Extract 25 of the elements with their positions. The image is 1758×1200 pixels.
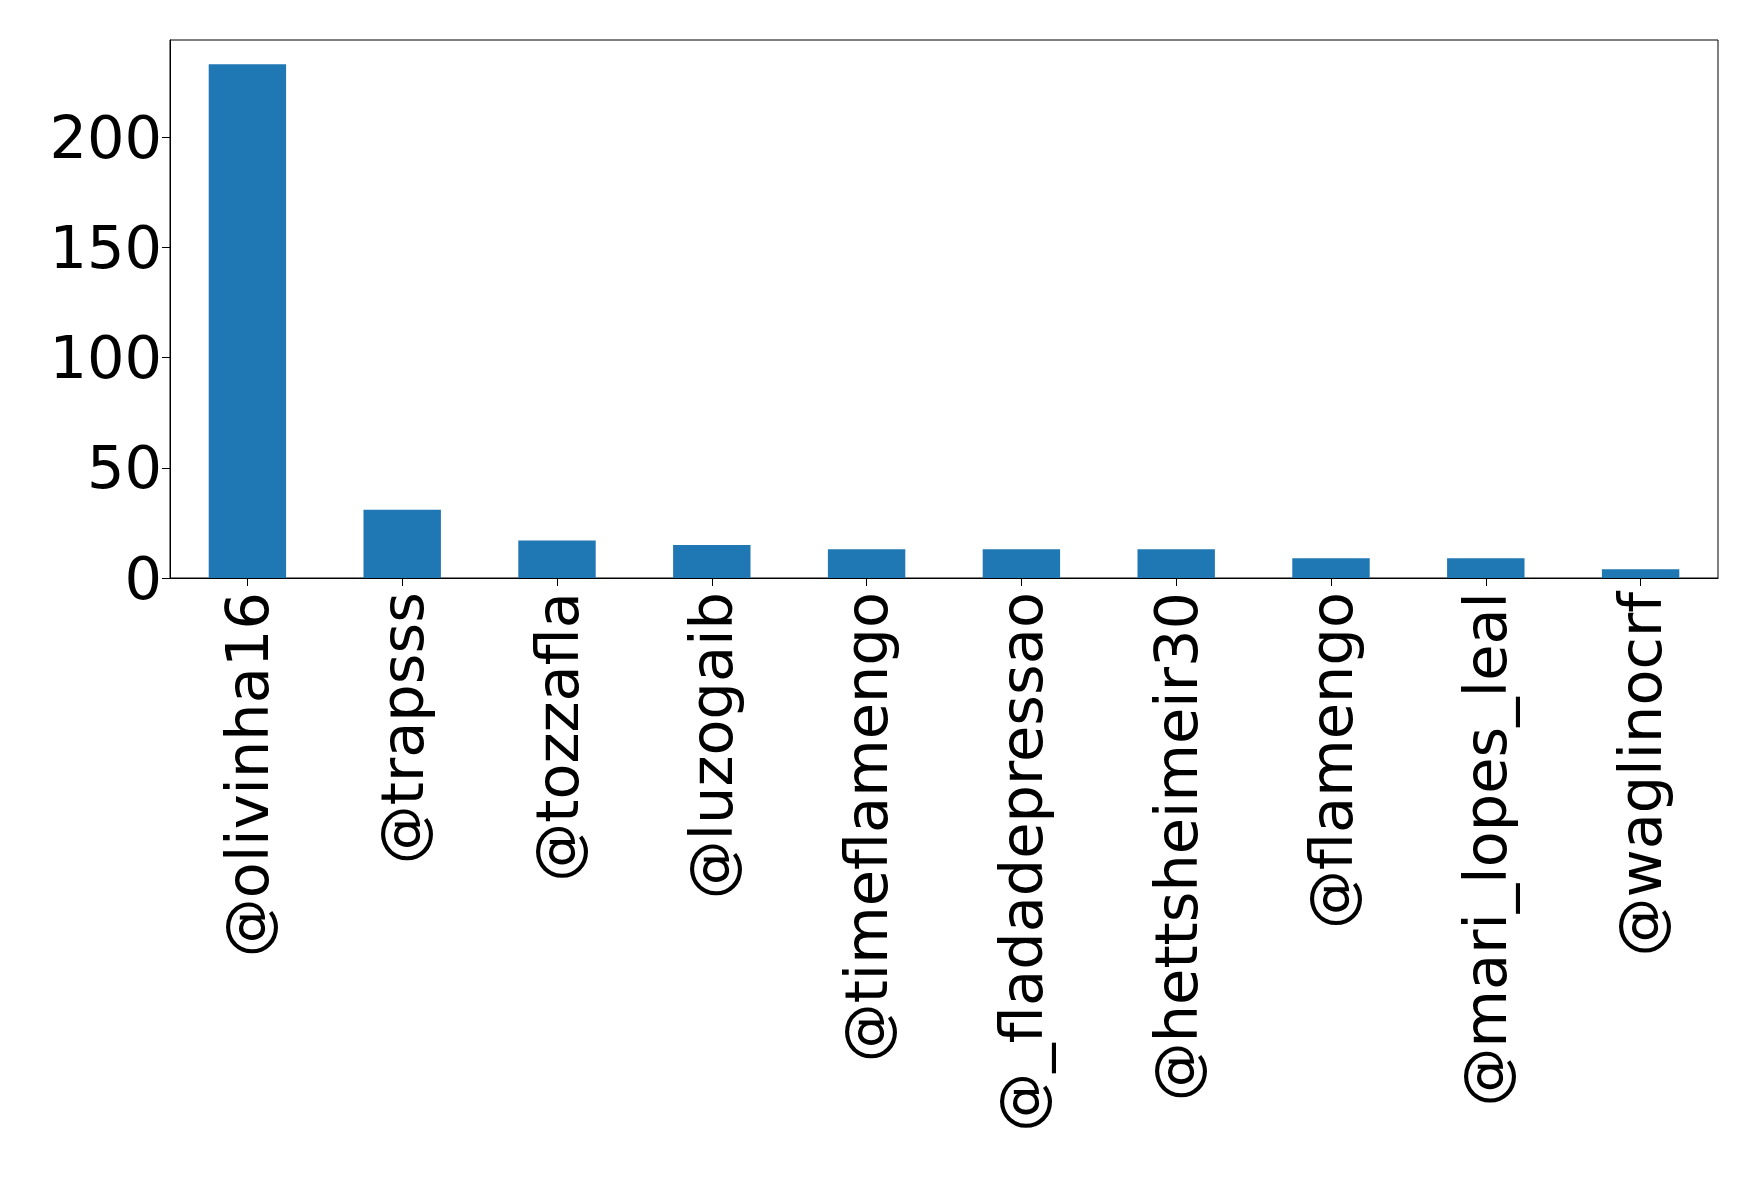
y-tick-label: 100	[49, 323, 162, 393]
x-tick-label: @tozzafla	[522, 592, 592, 882]
bar	[827, 549, 906, 578]
y-tick-label: 0	[124, 543, 162, 613]
y-tick-label: 150	[49, 212, 162, 282]
bar	[1447, 558, 1525, 578]
bar	[363, 509, 441, 578]
x-tick-label: @mari_lopes_leal	[1451, 592, 1521, 1107]
x-tick-label: @olivinha16	[212, 592, 282, 958]
bar	[673, 544, 751, 578]
y-tick-label: 50	[86, 433, 162, 503]
bar	[1137, 549, 1215, 578]
x-tick-label: @hettsheimeir30	[1141, 592, 1211, 1102]
x-tick-label: @trapsss	[367, 592, 437, 865]
x-tick-label: @_fladadepressao	[986, 592, 1056, 1132]
x-tick-label: @timeflamengo	[832, 592, 902, 1063]
bar	[208, 64, 287, 578]
x-tick-label: @luzogaib	[677, 592, 747, 900]
bar	[1601, 569, 1680, 578]
bar	[1292, 558, 1370, 578]
bar	[982, 549, 1061, 578]
x-tick-label: @flamengo	[1296, 592, 1366, 930]
y-tick-label: 200	[49, 102, 162, 172]
bar	[518, 540, 596, 578]
x-tick-label: @waglinocrf	[1606, 590, 1676, 957]
